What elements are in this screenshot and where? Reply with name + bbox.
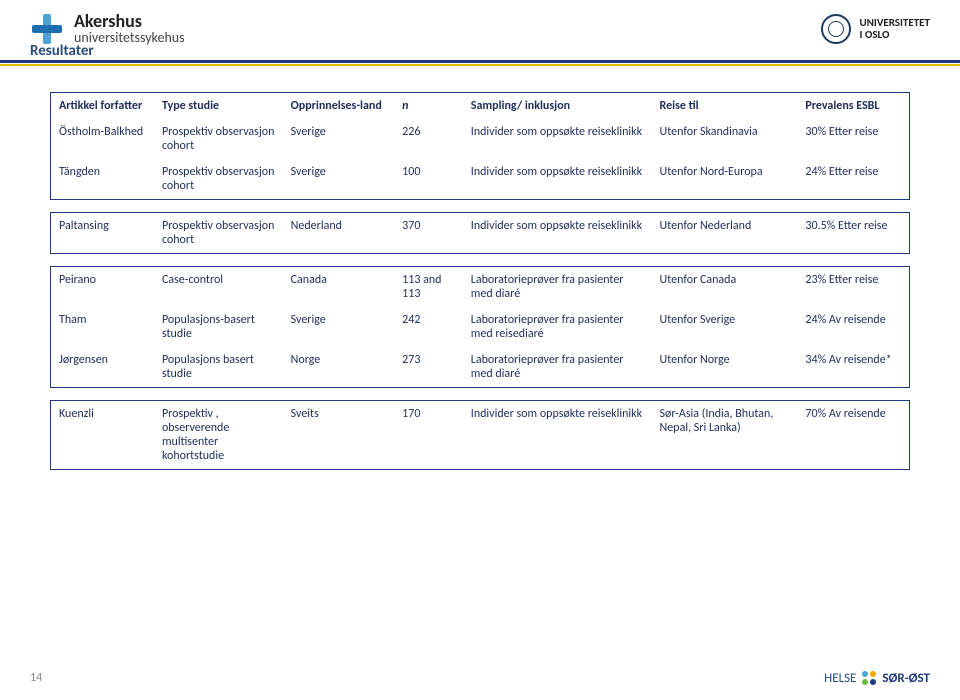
table-cell: Utenfor Nord-Europa	[652, 159, 798, 199]
table-cell: Prospektiv observasjon cohort	[154, 159, 283, 199]
table-cell: 70% Av reisende	[797, 401, 909, 469]
table-cell: Sverige	[283, 307, 395, 347]
table-block: Artikkel forfatterType studieOpprinnelse…	[50, 92, 910, 200]
table-cell: 23% Etter reise	[797, 267, 909, 307]
table-cell: Prospektiv , observerende multisenter ko…	[154, 401, 283, 469]
table-cell: 100	[394, 159, 463, 199]
data-table: KuenzliProspektiv , observerende multise…	[51, 401, 909, 469]
table-cell: Utenfor Norge	[652, 347, 798, 387]
rule-accent	[0, 64, 960, 66]
table-cell: Populasjons-basert studie	[154, 307, 283, 347]
column-header: Type studie	[154, 93, 283, 119]
table-cell: Kuenzli	[51, 401, 154, 469]
ahus-cross-icon	[30, 12, 64, 46]
content-area: Artikkel forfatterType studieOpprinnelse…	[50, 92, 910, 482]
table-cell: Prospektiv observasjon cohort	[154, 119, 283, 159]
column-header: Opprinnelses-land	[283, 93, 395, 119]
table-cell: 30% Etter reise	[797, 119, 909, 159]
rule-primary	[0, 60, 960, 63]
column-header: Prevalens ESBL	[797, 93, 909, 119]
table-row: PaltansingProspektiv observasjon cohortN…	[51, 213, 909, 253]
brand-right-line2: I OSLO	[859, 29, 930, 41]
left-brand: Akershus universitetssykehus	[30, 12, 185, 46]
table-cell: Utenfor Sverige	[652, 307, 798, 347]
data-table: PeiranoCase-controlCanada113 and 113Labo…	[51, 267, 909, 387]
table-cell: Peirano	[51, 267, 154, 307]
table-block: PeiranoCase-controlCanada113 and 113Labo…	[50, 266, 910, 388]
table-block: KuenzliProspektiv , observerende multise…	[50, 400, 910, 470]
table-cell: 273	[394, 347, 463, 387]
footer: 14 HELSE SØR-ØST	[0, 666, 960, 690]
slide: Akershus universitetssykehus UNIVERSITET…	[0, 0, 960, 700]
section-title: Resultater	[30, 42, 94, 60]
column-header: Artikkel forfatter	[51, 93, 154, 119]
table-cell: Individer som oppsøkte reiseklinikk	[463, 213, 652, 253]
table-cell: Canada	[283, 267, 395, 307]
table-cell: Nederland	[283, 213, 395, 253]
data-table: Artikkel forfatterType studieOpprinnelse…	[51, 93, 909, 199]
table-cell: 242	[394, 307, 463, 347]
helse-dots-icon	[862, 671, 876, 685]
table-row: Östholm-BalkhedProspektiv observasjon co…	[51, 119, 909, 159]
column-header: Sampling/ inklusjon	[463, 93, 652, 119]
table-cell: Individer som oppsøkte reiseklinikk	[463, 401, 652, 469]
table-cell: Laboratorieprøver fra pasienter med reis…	[463, 307, 652, 347]
column-header: n	[394, 93, 463, 119]
table-cell: Östholm-Balkhed	[51, 119, 154, 159]
table-cell: Paltansing	[51, 213, 154, 253]
data-table: PaltansingProspektiv observasjon cohortN…	[51, 213, 909, 253]
right-brand: UNIVERSITETET I OSLO	[821, 14, 930, 44]
table-cell: Individer som oppsøkte reiseklinikk	[463, 159, 652, 199]
table-cell: Tängden	[51, 159, 154, 199]
table-cell: Utenfor Nederland	[652, 213, 798, 253]
table-cell: 24% Etter reise	[797, 159, 909, 199]
table-cell: Laboratorieprøver fra pasienter med diar…	[463, 267, 652, 307]
table-row: PeiranoCase-controlCanada113 and 113Labo…	[51, 267, 909, 307]
table-cell: 113 and 113	[394, 267, 463, 307]
table-row: ThamPopulasjons-basert studieSverige242L…	[51, 307, 909, 347]
table-cell: Jørgensen	[51, 347, 154, 387]
table-cell: Sveits	[283, 401, 395, 469]
table-block: PaltansingProspektiv observasjon cohortN…	[50, 212, 910, 254]
helse-suffix: SØR-ØST	[882, 671, 930, 686]
table-cell: 370	[394, 213, 463, 253]
table-cell: Utenfor Canada	[652, 267, 798, 307]
table-cell: Case-control	[154, 267, 283, 307]
table-cell: 24% Av reisende	[797, 307, 909, 347]
table-cell: 226	[394, 119, 463, 159]
table-cell: 34% Av reisende*	[797, 347, 909, 387]
table-cell: Sverige	[283, 119, 395, 159]
table-cell: Laboratorieprøver fra pasienter med diar…	[463, 347, 652, 387]
topbar: Akershus universitetssykehus UNIVERSITET…	[0, 0, 960, 58]
table-cell: Tham	[51, 307, 154, 347]
table-cell: Sverige	[283, 159, 395, 199]
table-cell: Norge	[283, 347, 395, 387]
table-cell: Individer som oppsøkte reiseklinikk	[463, 119, 652, 159]
uio-seal-icon	[821, 14, 851, 44]
table-cell: Utenfor Skandinavia	[652, 119, 798, 159]
table-cell: Prospektiv observasjon cohort	[154, 213, 283, 253]
table-row: JørgensenPopulasjons basert studieNorge2…	[51, 347, 909, 387]
helse-prefix: HELSE	[824, 671, 856, 686]
table-row: TängdenProspektiv observasjon cohortSver…	[51, 159, 909, 199]
page-number: 14	[30, 671, 42, 685]
table-cell: Sør-Asia (India, Bhutan, Nepal, Sri Lank…	[652, 401, 798, 469]
table-cell: 170	[394, 401, 463, 469]
column-header: Reise til	[652, 93, 798, 119]
helse-brand: HELSE SØR-ØST	[824, 671, 930, 686]
table-cell: Populasjons basert studie	[154, 347, 283, 387]
table-row: KuenzliProspektiv , observerende multise…	[51, 401, 909, 469]
table-cell: 30.5% Etter reise	[797, 213, 909, 253]
